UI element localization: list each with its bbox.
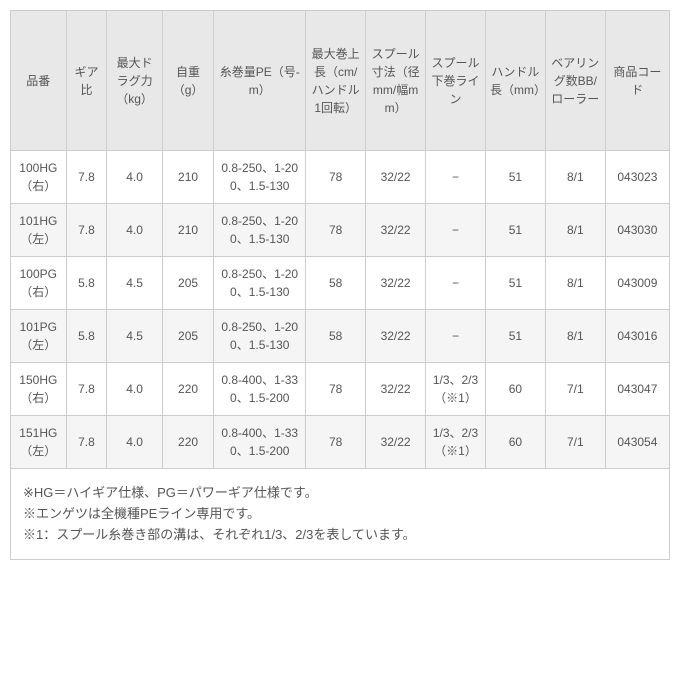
table-cell: 51: [485, 204, 545, 257]
table-cell: 4.5: [107, 257, 163, 310]
table-body: 100HG（右）7.84.02100.8-250、1-200、1.5-13078…: [11, 151, 670, 469]
table-header: 品番 ギア比 最大ドラグ力（kg） 自重（g） 糸巻量PE（号-m） 最大巻上長…: [11, 11, 670, 151]
table-cell: 043023: [605, 151, 669, 204]
table-cell: 4.0: [107, 416, 163, 469]
table-cell: 8/1: [545, 204, 605, 257]
table-cell: 4.0: [107, 204, 163, 257]
table-cell: 0.8-250、1-200、1.5-130: [214, 151, 306, 204]
table-cell: 8/1: [545, 310, 605, 363]
table-cell: 0.8-250、1-200、1.5-130: [214, 257, 306, 310]
table-cell: 150HG（右）: [11, 363, 67, 416]
notes-section: ※HG＝ハイギア仕様、PG＝パワーギア仕様です。 ※エンゲツは全機種PEライン専…: [10, 469, 670, 560]
col-header-product-code: 商品コード: [605, 11, 669, 151]
table-cell: 8/1: [545, 151, 605, 204]
col-header-max-retrieve: 最大巻上長（cm/ハンドル1回転）: [306, 11, 366, 151]
table-cell: 4.0: [107, 363, 163, 416]
table-row: 150HG（右）7.84.02200.8-400、1-330、1.5-20078…: [11, 363, 670, 416]
table-cell: 32/22: [366, 363, 426, 416]
table-cell: 5.8: [66, 310, 107, 363]
table-row: 101PG（左）5.84.52050.8-250、1-200、1.5-13058…: [11, 310, 670, 363]
col-header-gear-ratio: ギア比: [66, 11, 107, 151]
table-cell: 0.8-250、1-200、1.5-130: [214, 310, 306, 363]
col-header-item-number: 品番: [11, 11, 67, 151]
table-cell: 043016: [605, 310, 669, 363]
table-cell: 51: [485, 310, 545, 363]
table-cell: 32/22: [366, 416, 426, 469]
table-cell: 58: [306, 310, 366, 363]
table-cell: 151HG（左）: [11, 416, 67, 469]
col-header-max-drag: 最大ドラグ力（kg）: [107, 11, 163, 151]
table-cell: 78: [306, 204, 366, 257]
table-cell: 0.8-250、1-200、1.5-130: [214, 204, 306, 257]
table-cell: 32/22: [366, 204, 426, 257]
table-row: 151HG（左）7.84.02200.8-400、1-330、1.5-20078…: [11, 416, 670, 469]
table-cell: 1/3、2/3（※1）: [426, 363, 486, 416]
table-cell: 32/22: [366, 151, 426, 204]
table-cell: 043054: [605, 416, 669, 469]
table-cell: 5.8: [66, 257, 107, 310]
note-line: ※エンゲツは全機種PEライン専用です。: [23, 504, 657, 525]
spec-table: 品番 ギア比 最大ドラグ力（kg） 自重（g） 糸巻量PE（号-m） 最大巻上長…: [10, 10, 670, 469]
table-cell: 1/3、2/3（※1）: [426, 416, 486, 469]
table-cell: 0.8-400、1-330、1.5-200: [214, 416, 306, 469]
table-row: 100PG（右）5.84.52050.8-250、1-200、1.5-13058…: [11, 257, 670, 310]
table-cell: 51: [485, 257, 545, 310]
table-cell: 7.8: [66, 151, 107, 204]
table-cell: 205: [162, 310, 213, 363]
table-cell: 51: [485, 151, 545, 204]
table-cell: 220: [162, 363, 213, 416]
col-header-weight: 自重（g）: [162, 11, 213, 151]
table-cell: 4.5: [107, 310, 163, 363]
table-cell: −: [426, 310, 486, 363]
table-cell: −: [426, 257, 486, 310]
table-cell: 101HG（左）: [11, 204, 67, 257]
table-cell: 78: [306, 416, 366, 469]
table-cell: 32/22: [366, 257, 426, 310]
table-cell: 7.8: [66, 416, 107, 469]
table-cell: 7.8: [66, 204, 107, 257]
table-cell: 60: [485, 416, 545, 469]
table-cell: 4.0: [107, 151, 163, 204]
table-cell: 043030: [605, 204, 669, 257]
col-header-line-capacity: 糸巻量PE（号-m）: [214, 11, 306, 151]
table-cell: 78: [306, 151, 366, 204]
table-cell: 101PG（左）: [11, 310, 67, 363]
table-row: 101HG（左）7.84.02100.8-250、1-200、1.5-13078…: [11, 204, 670, 257]
note-line: ※HG＝ハイギア仕様、PG＝パワーギア仕様です。: [23, 483, 657, 504]
table-cell: 210: [162, 151, 213, 204]
table-cell: 043009: [605, 257, 669, 310]
col-header-handle-length: ハンドル長（mm）: [485, 11, 545, 151]
table-cell: 100PG（右）: [11, 257, 67, 310]
table-cell: 60: [485, 363, 545, 416]
note-line: ※1：スプール糸巻き部の溝は、それぞれ1/3、2/3を表しています。: [23, 525, 657, 546]
table-cell: 210: [162, 204, 213, 257]
table-cell: 7.8: [66, 363, 107, 416]
table-cell: 205: [162, 257, 213, 310]
table-cell: 0.8-400、1-330、1.5-200: [214, 363, 306, 416]
table-cell: 78: [306, 363, 366, 416]
col-header-spool-lower-line: スプール下巻ライン: [426, 11, 486, 151]
table-cell: 8/1: [545, 257, 605, 310]
col-header-bearings: ベアリング数BB/ローラー: [545, 11, 605, 151]
table-cell: −: [426, 151, 486, 204]
table-cell: 043047: [605, 363, 669, 416]
col-header-spool-dimensions: スプール寸法（径mm/幅mm）: [366, 11, 426, 151]
table-cell: 7/1: [545, 416, 605, 469]
table-cell: 7/1: [545, 363, 605, 416]
table-cell: 32/22: [366, 310, 426, 363]
table-cell: −: [426, 204, 486, 257]
table-cell: 58: [306, 257, 366, 310]
table-cell: 220: [162, 416, 213, 469]
table-row: 100HG（右）7.84.02100.8-250、1-200、1.5-13078…: [11, 151, 670, 204]
table-cell: 100HG（右）: [11, 151, 67, 204]
